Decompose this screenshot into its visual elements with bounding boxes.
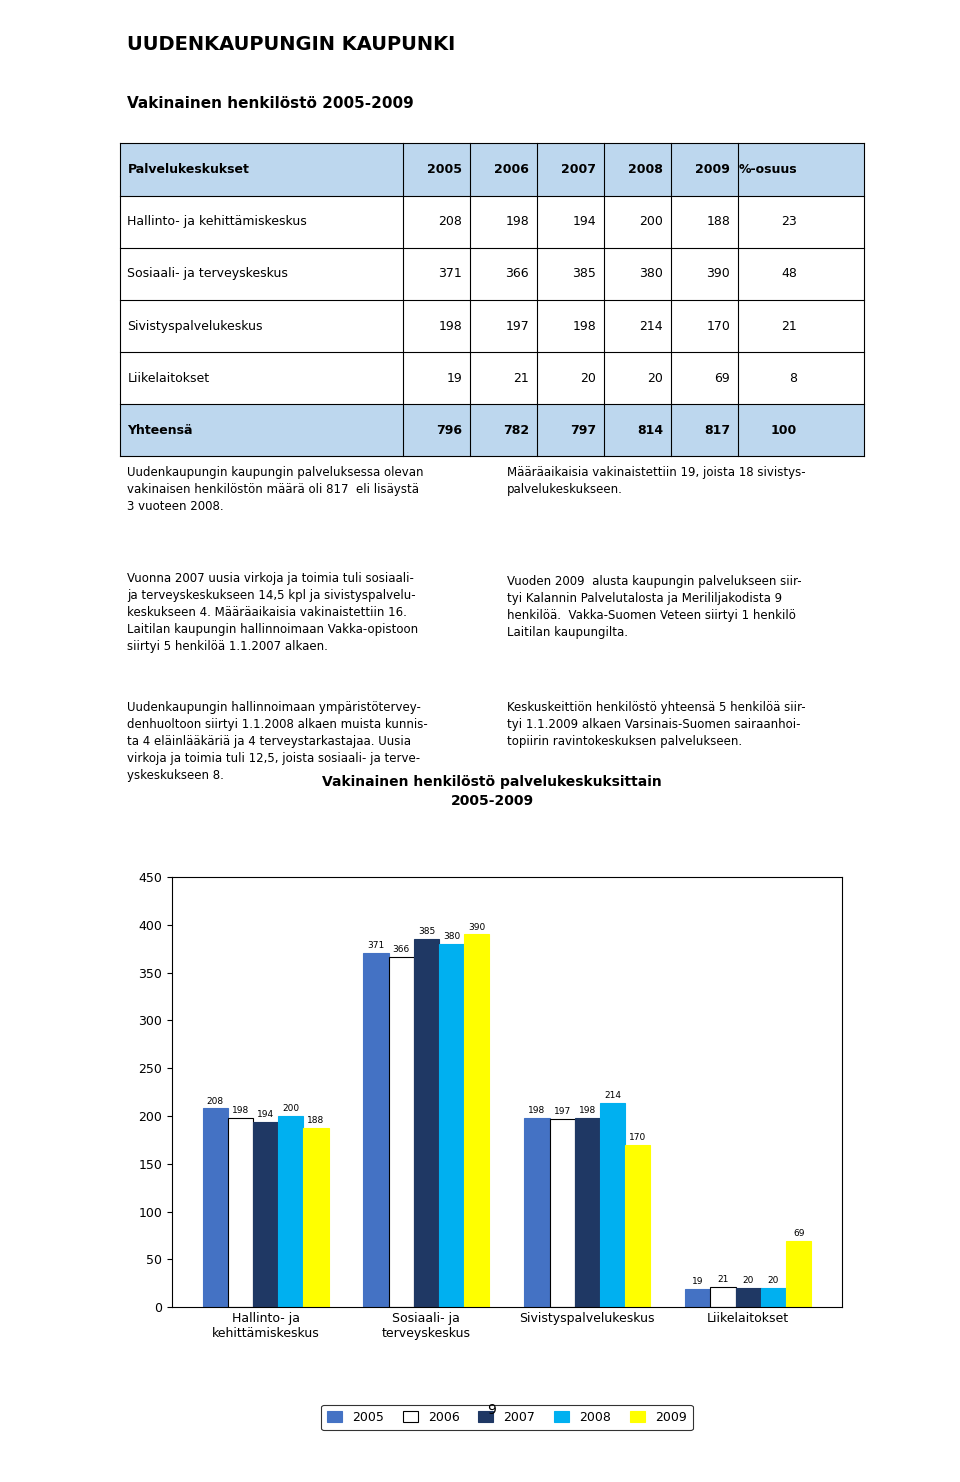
Text: Keskuskeittiön henkilöstö yhteensä 5 henkilöä siir-
tyi 1.1.2009 alkaen Varsinai: Keskuskeittiön henkilöstö yhteensä 5 hen… [507, 701, 805, 747]
Text: 2006: 2006 [494, 163, 529, 176]
Text: 797: 797 [570, 424, 596, 437]
Text: 188: 188 [707, 215, 730, 228]
Text: %-osuus: %-osuus [738, 163, 797, 176]
Text: 21: 21 [781, 320, 797, 332]
Text: 20: 20 [647, 372, 663, 385]
Text: 19: 19 [446, 372, 462, 385]
Text: 194: 194 [572, 215, 596, 228]
Text: 371: 371 [439, 267, 462, 280]
Text: Uudenkaupungin hallinnoimaan ympäristötervey-
denhuoltoon siirtyi 1.1.2008 alkae: Uudenkaupungin hallinnoimaan ympäristöte… [128, 701, 428, 781]
Text: 100: 100 [771, 424, 797, 437]
Text: 214: 214 [639, 320, 663, 332]
Text: 782: 782 [503, 424, 529, 437]
Text: 2008: 2008 [628, 163, 663, 176]
Text: 69: 69 [714, 372, 730, 385]
Text: 197: 197 [506, 320, 529, 332]
Text: Vakinainen henkilöstö 2005-2009: Vakinainen henkilöstö 2005-2009 [128, 96, 414, 111]
Text: 366: 366 [506, 267, 529, 280]
Text: Palvelukeskukset: Palvelukeskukset [128, 163, 250, 176]
Text: 208: 208 [439, 215, 462, 228]
Text: 2009: 2009 [695, 163, 730, 176]
Text: 390: 390 [707, 267, 730, 280]
Text: 21: 21 [514, 372, 529, 385]
FancyBboxPatch shape [120, 353, 864, 405]
FancyBboxPatch shape [120, 299, 864, 353]
Text: Liikelaitokset: Liikelaitokset [128, 372, 209, 385]
Text: Määräaikaisia vakinaistettiin 19, joista 18 sivistys-
palvelukeskukseen.: Määräaikaisia vakinaistettiin 19, joista… [507, 465, 805, 496]
FancyBboxPatch shape [120, 144, 864, 196]
FancyBboxPatch shape [120, 405, 864, 456]
Text: Hallinto- ja kehittämiskeskus: Hallinto- ja kehittämiskeskus [128, 215, 307, 228]
Text: 170: 170 [707, 320, 730, 332]
Text: 20: 20 [580, 372, 596, 385]
FancyBboxPatch shape [120, 196, 864, 247]
Text: UUDENKAUPUNGIN KAUPUNKI: UUDENKAUPUNGIN KAUPUNKI [128, 36, 456, 55]
Text: 380: 380 [639, 267, 663, 280]
Text: Sosiaali- ja terveyskeskus: Sosiaali- ja terveyskeskus [128, 267, 288, 280]
Text: Sivistyspalvelukeskus: Sivistyspalvelukeskus [128, 320, 263, 332]
Text: 198: 198 [439, 320, 462, 332]
Text: Vakinainen henkilöstö palvelukeskuksittain
2005-2009: Vakinainen henkilöstö palvelukeskuksitta… [323, 775, 661, 808]
Text: 198: 198 [572, 320, 596, 332]
Text: 796: 796 [436, 424, 462, 437]
Text: 8: 8 [789, 372, 797, 385]
Text: 198: 198 [506, 215, 529, 228]
Text: Yhteensä: Yhteensä [128, 424, 193, 437]
Text: 200: 200 [639, 215, 663, 228]
Text: 48: 48 [781, 267, 797, 280]
Text: Uudenkaupungin kaupungin palveluksessa olevan
vakinaisen henkilöstön määrä oli 8: Uudenkaupungin kaupungin palveluksessa o… [128, 465, 424, 513]
Text: 9: 9 [488, 1402, 496, 1417]
Text: 814: 814 [637, 424, 663, 437]
Text: 2007: 2007 [562, 163, 596, 176]
Text: Vuonna 2007 uusia virkoja ja toimia tuli sosiaali-
ja terveyskeskukseen 14,5 kpl: Vuonna 2007 uusia virkoja ja toimia tuli… [128, 572, 419, 654]
Text: 2005: 2005 [427, 163, 462, 176]
Text: Vuoden 2009  alusta kaupungin palvelukseen siir-
tyi Kalannin Palvelutalosta ja : Vuoden 2009 alusta kaupungin palveluksee… [507, 575, 802, 639]
Text: 385: 385 [572, 267, 596, 280]
Text: 23: 23 [781, 215, 797, 228]
Text: 817: 817 [704, 424, 730, 437]
FancyBboxPatch shape [120, 247, 864, 299]
